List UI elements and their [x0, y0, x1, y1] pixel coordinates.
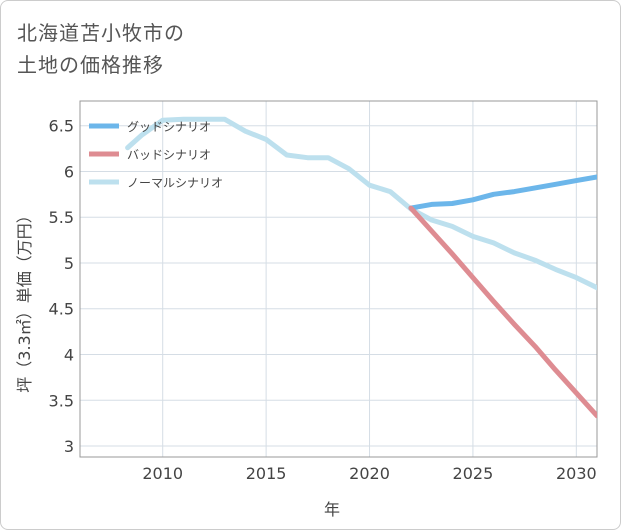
legend-label: バッドシナリオ [127, 148, 211, 162]
series-line-3 [125, 116, 597, 291]
axis-ticks: 2010 2015 2020 2025 2030 3 3.5 4 4.5 5 5.5 6 6.5 [49, 117, 597, 483]
y-tick-label: 4.5 [49, 300, 74, 319]
x-tick-label: 2030 [556, 464, 597, 483]
y-tick-label: 3 [64, 437, 74, 456]
y-tick-label: 4 [64, 346, 74, 365]
chart-title: 北海道苫小牧市の 土地の価格推移 [17, 17, 185, 81]
series-lines [125, 116, 597, 419]
y-tick-label: 3.5 [49, 391, 74, 410]
y-tick-label: 6 [64, 162, 74, 181]
x-tick-label: 2010 [142, 464, 183, 483]
chart-title-line-1: 北海道苫小牧市の [17, 21, 185, 45]
x-axis-label: 年 [324, 500, 340, 519]
x-tick-label: 2015 [246, 464, 287, 483]
plot-area-border [79, 100, 598, 458]
series-line-2 [408, 205, 597, 419]
chart-title-line-2: 土地の価格推移 [17, 53, 164, 77]
x-tick-label: 2020 [349, 464, 390, 483]
y-tick-label: 6.5 [49, 117, 74, 136]
legend-label: ノーマルシナリオ [127, 176, 223, 190]
series-line-1 [408, 174, 597, 211]
y-tick-label: 5 [64, 254, 74, 273]
y-axis-label: 坪（3.3㎡）単価（万円） [15, 207, 34, 392]
x-tick-label: 2025 [453, 464, 494, 483]
y-tick-label: 5.5 [49, 208, 74, 227]
legend-label: グッドシナリオ [127, 120, 211, 134]
